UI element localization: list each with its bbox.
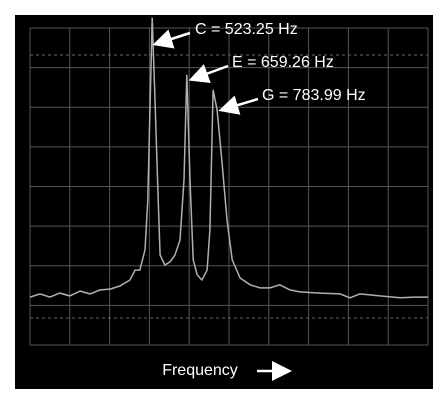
annotation: G = 783.99 Hz xyxy=(262,87,366,104)
screen xyxy=(15,15,433,389)
spectrum-trace xyxy=(29,17,428,299)
x-axis-label: Frequency xyxy=(162,362,238,379)
annotation: E = 659.26 Hz xyxy=(232,54,334,71)
annotation-arrow xyxy=(152,29,191,49)
annotation-arrow xyxy=(218,95,259,115)
annotation-arrow xyxy=(188,64,229,83)
annotation: C = 523.25 Hz xyxy=(195,21,298,38)
